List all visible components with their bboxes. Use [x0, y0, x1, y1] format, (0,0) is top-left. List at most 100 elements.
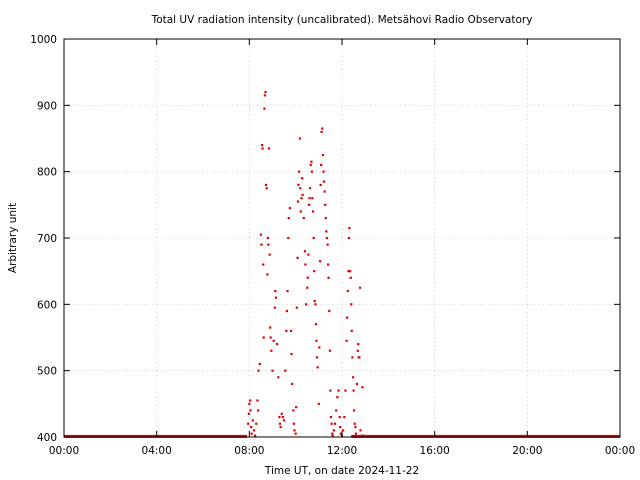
data-point: [339, 432, 342, 435]
data-point: [361, 386, 364, 389]
data-points: [247, 90, 364, 437]
y-tick-labels: 400 500 600 700 800 900 1000: [30, 34, 57, 444]
data-point: [300, 197, 303, 200]
data-point: [292, 422, 295, 425]
data-point: [308, 197, 311, 200]
data-point: [248, 402, 251, 405]
data-point: [260, 144, 264, 147]
y-tick-label: 600: [37, 299, 57, 311]
data-point: [274, 296, 278, 299]
data-point: [339, 425, 342, 429]
data-point: [248, 399, 252, 402]
data-point: [356, 349, 359, 352]
data-point: [319, 183, 322, 187]
data-point: [354, 432, 357, 435]
data-point: [282, 419, 286, 422]
data-point: [346, 289, 349, 293]
data-point: [247, 412, 250, 415]
data-point: [298, 170, 301, 173]
data-point: [269, 336, 272, 339]
data-point: [338, 416, 341, 419]
data-point: [310, 160, 313, 163]
data-point: [330, 422, 333, 425]
data-point: [348, 226, 351, 230]
data-point: [322, 170, 325, 173]
data-point: [333, 422, 337, 425]
data-point: [320, 163, 323, 167]
data-point: [291, 382, 294, 386]
x-tick-label: 00:00: [605, 445, 635, 457]
data-point: [302, 217, 305, 220]
data-point: [296, 256, 299, 259]
data-point: [360, 434, 363, 437]
data-point: [257, 409, 260, 412]
data-point: [336, 396, 339, 399]
data-point: [331, 432, 334, 435]
data-point: [327, 276, 330, 279]
data-point: [353, 422, 356, 425]
data-point: [306, 286, 309, 289]
data-point: [313, 270, 316, 273]
data-point: [263, 107, 266, 110]
data-point: [301, 193, 304, 196]
data-point: [328, 349, 332, 352]
data-point: [271, 369, 274, 372]
data-point: [257, 369, 260, 372]
x-tick-label: 20:00: [512, 445, 542, 457]
data-point: [324, 203, 327, 206]
data-point: [274, 289, 277, 293]
data-point: [287, 236, 290, 240]
data-point: [266, 273, 269, 276]
data-point: [264, 90, 267, 94]
data-point: [355, 382, 359, 386]
data-point: [267, 147, 271, 150]
data-point: [299, 210, 302, 213]
data-point: [303, 250, 307, 253]
data-point: [259, 233, 263, 236]
data-point: [297, 183, 300, 187]
x-tick-label: 16:00: [420, 445, 450, 457]
data-point: [260, 243, 263, 246]
data-point: [345, 316, 349, 319]
data-point: [287, 217, 290, 220]
data-point: [358, 356, 361, 359]
data-point: [306, 276, 309, 279]
data-point: [269, 326, 272, 329]
data-point: [279, 425, 282, 429]
data-point: [318, 346, 321, 349]
data-point: [357, 343, 360, 346]
data-point: [285, 329, 288, 332]
data-point: [318, 260, 322, 263]
data-point: [273, 306, 276, 309]
data-point: [315, 339, 318, 342]
data-point: [286, 289, 289, 293]
x-tick-labels: 00:00 04:00 08:00 12:00 16:00 20:00 00:00: [49, 445, 635, 457]
data-point: [352, 409, 356, 412]
data-point: [263, 94, 266, 97]
data-point: [323, 190, 326, 193]
data-point: [290, 352, 293, 356]
data-point: [324, 217, 327, 220]
data-point: [311, 197, 314, 200]
data-point: [315, 356, 319, 359]
data-point: [277, 376, 280, 379]
data-point: [307, 253, 310, 256]
data-point: [262, 263, 265, 266]
data-point: [256, 399, 259, 402]
data-point: [325, 230, 328, 233]
data-point: [304, 263, 307, 266]
data-point: [351, 356, 354, 359]
x-tick-label: 08:00: [234, 445, 264, 457]
y-tick-label: 900: [37, 100, 57, 112]
data-point: [328, 309, 331, 313]
data-point: [255, 422, 258, 425]
data-point: [292, 409, 295, 412]
data-point: [342, 429, 345, 432]
data-point: [276, 343, 279, 346]
data-point: [254, 434, 257, 437]
data-point: [289, 329, 293, 332]
data-point: [349, 270, 352, 273]
data-point: [312, 236, 315, 240]
x-tick-label: 00:00: [49, 445, 79, 457]
